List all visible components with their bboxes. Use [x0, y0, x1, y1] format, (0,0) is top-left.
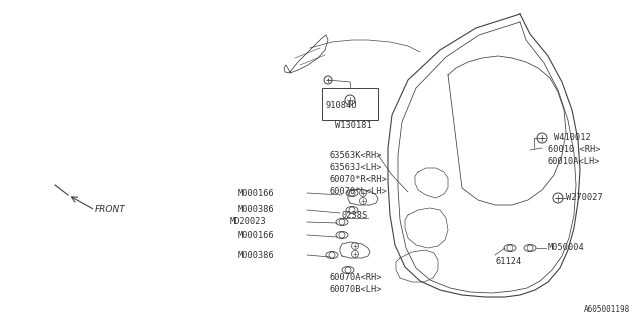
- Text: M000166: M000166: [238, 230, 275, 239]
- Text: 60070*R<RH>: 60070*R<RH>: [330, 174, 388, 183]
- Text: W130181: W130181: [335, 121, 372, 130]
- Text: 63563K<RH>: 63563K<RH>: [330, 150, 383, 159]
- Text: 60070A<RH>: 60070A<RH>: [330, 274, 383, 283]
- Text: 61124: 61124: [495, 258, 521, 267]
- Text: MD20023: MD20023: [230, 218, 267, 227]
- Text: A605001198: A605001198: [584, 306, 630, 315]
- Text: M000386: M000386: [238, 251, 275, 260]
- Bar: [322, 88, 378, 120]
- Text: 91084U: 91084U: [325, 101, 356, 110]
- Text: M000166: M000166: [238, 188, 275, 197]
- Text: 60070*L<LH>: 60070*L<LH>: [330, 187, 388, 196]
- Text: 0238S: 0238S: [342, 211, 368, 220]
- Text: W410012: W410012: [554, 133, 591, 142]
- Text: M000386: M000386: [238, 205, 275, 214]
- Text: FRONT: FRONT: [95, 205, 125, 214]
- Text: 60010 <RH>: 60010 <RH>: [548, 146, 600, 155]
- Text: W270027: W270027: [566, 194, 603, 203]
- Text: M050004: M050004: [548, 244, 585, 252]
- Text: 60070B<LH>: 60070B<LH>: [330, 285, 383, 294]
- Text: 60010A<LH>: 60010A<LH>: [548, 157, 600, 166]
- Text: 63563J<LH>: 63563J<LH>: [330, 163, 383, 172]
